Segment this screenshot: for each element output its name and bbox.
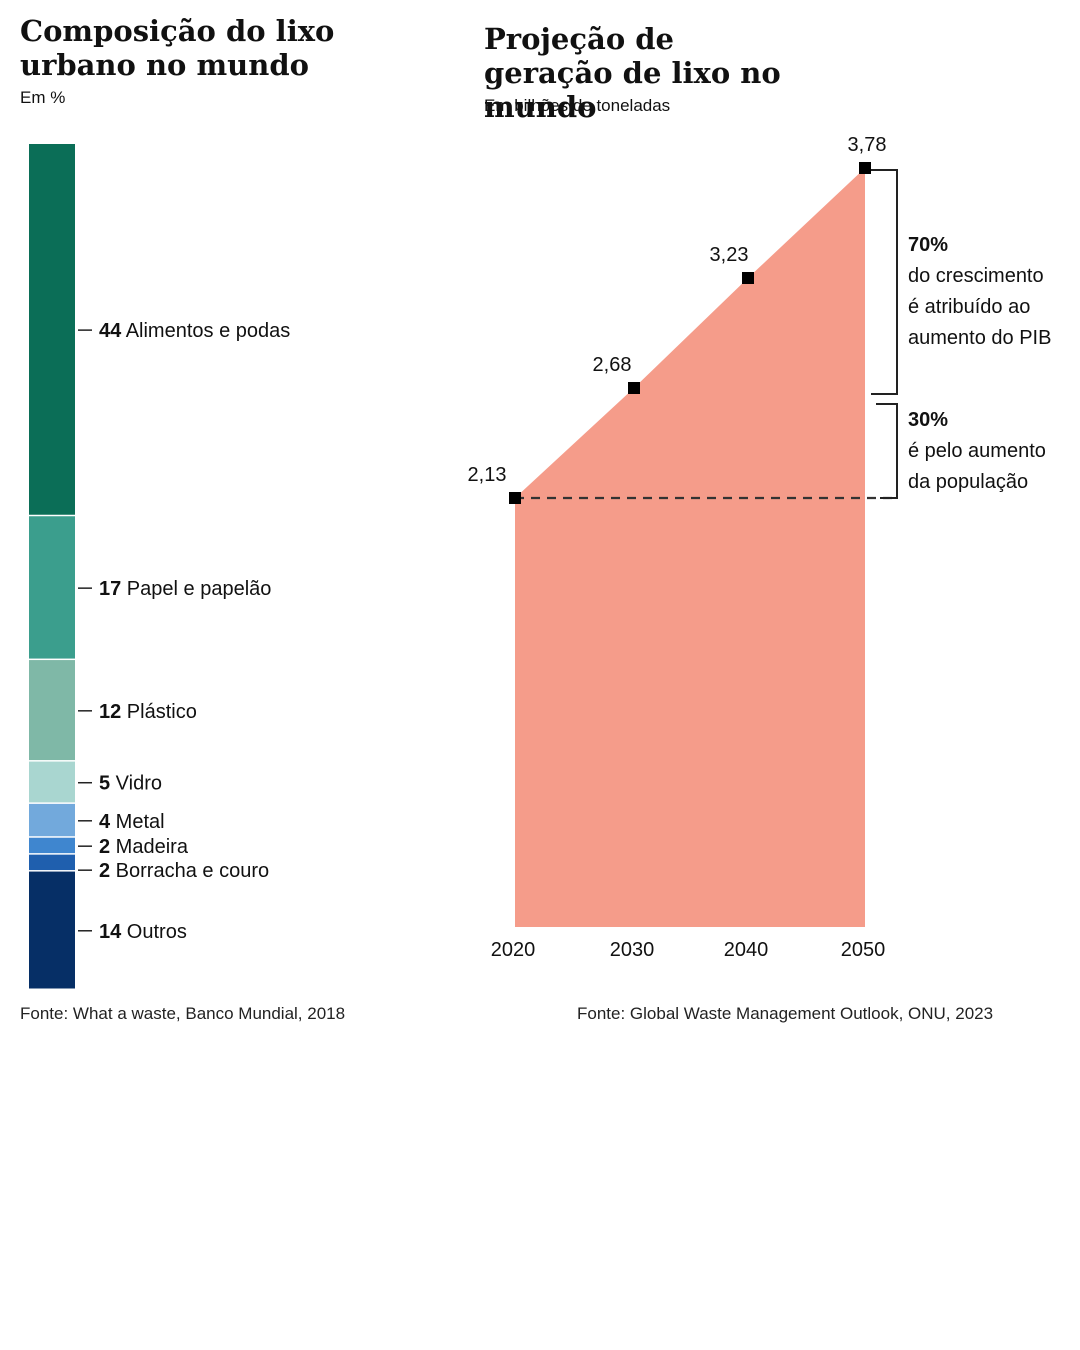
composition-segment: [29, 761, 75, 803]
composition-label: 12 Plástico: [99, 701, 197, 723]
projection-chart-subtitle: Em bilhões de toneladas: [484, 96, 671, 115]
composition-label: 44 Alimentos e podas: [99, 320, 290, 342]
composition-segment: [29, 660, 75, 761]
data-point-label: 3,23: [710, 244, 749, 266]
annotation-text: aumento do PIB: [908, 327, 1051, 349]
annotation-text: da população: [908, 471, 1028, 493]
data-point-marker: [742, 272, 754, 284]
x-axis-tick-label: 2050: [841, 939, 886, 961]
composition-source: Fonte: What a waste, Banco Mundial, 2018: [20, 1004, 346, 1023]
composition-label: 4 Metal: [99, 811, 165, 833]
projection-source: Fonte: Global Waste Management Outlook, …: [577, 1004, 994, 1023]
annotation-percent: 70%: [908, 234, 948, 256]
composition-chart-title: Composição do lixo urbano no mundo: [20, 14, 335, 82]
annotation-text: do crescimento: [908, 265, 1044, 287]
composition-segment: [29, 144, 75, 515]
projection-chart-title: Projeção de geração de lixo no mundo: [484, 22, 781, 124]
annotation-text: é pelo aumento: [908, 440, 1046, 462]
composition-label: 14 Outros: [99, 921, 187, 943]
composition-label: 17 Papel e papelão: [99, 578, 271, 600]
x-axis-tick-label: 2040: [724, 939, 769, 961]
annotation-text: é atribuído ao: [908, 296, 1030, 318]
data-point-marker: [628, 382, 640, 394]
data-point-label: 2,13: [468, 464, 507, 486]
data-point-marker: [509, 492, 521, 504]
composition-label: 2 Borracha e couro: [99, 860, 269, 882]
projection-area-chart: 2,13 2,68 3,23 3,78 2020 2030 2040 2050 70% do cr…: [468, 134, 1052, 961]
x-axis-tick-label: 2030: [610, 939, 655, 961]
composition-label: 5 Vidro: [99, 773, 162, 795]
data-point-label: 2,68: [593, 354, 632, 376]
composition-segment: [29, 803, 75, 837]
composition-segment: [29, 837, 75, 854]
gdp-share-bracket: [871, 169, 898, 395]
composition-stacked-bar: 44 Alimentos e podas 17 Papel e papelão 12…: [29, 144, 290, 989]
composition-segment: [29, 516, 75, 659]
data-point-marker: [859, 162, 871, 174]
composition-segment: [29, 871, 75, 989]
population-share-bracket: [876, 403, 898, 499]
composition-segment: [29, 854, 75, 871]
composition-label: 2 Madeira: [99, 836, 189, 858]
annotation-percent: 30%: [908, 409, 948, 431]
x-axis-tick-label: 2020: [491, 939, 536, 961]
composition-chart-subtitle: Em %: [20, 88, 66, 107]
projection-area: [515, 168, 865, 927]
data-point-label: 3,78: [848, 134, 887, 156]
